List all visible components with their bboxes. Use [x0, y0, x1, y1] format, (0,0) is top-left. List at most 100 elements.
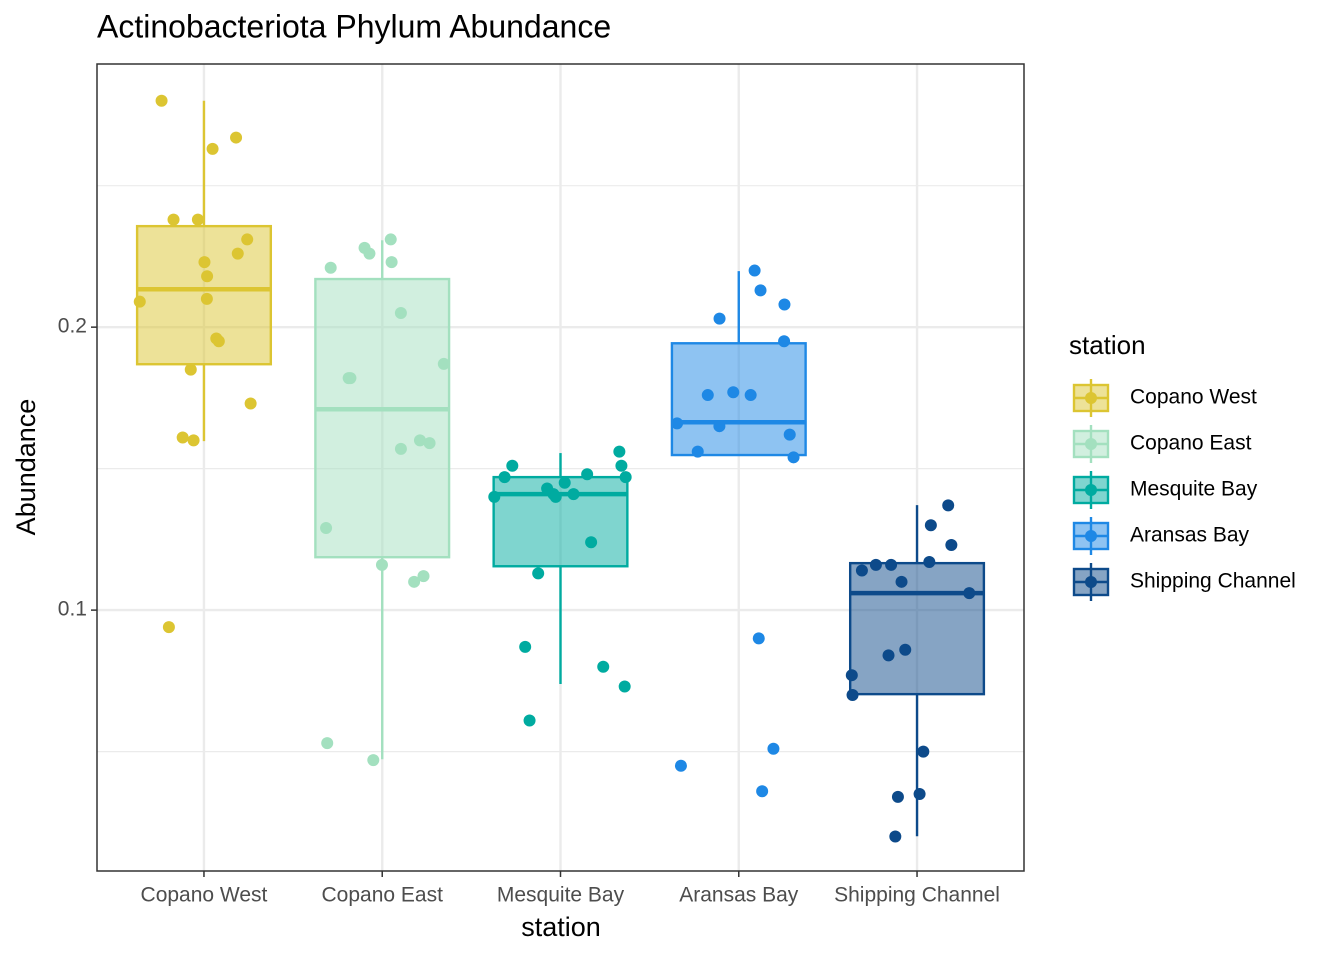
point	[701, 389, 714, 402]
point	[176, 431, 189, 444]
point	[945, 539, 958, 552]
point	[506, 459, 519, 472]
point	[498, 471, 511, 484]
point	[198, 256, 211, 269]
point	[549, 490, 562, 503]
point	[423, 437, 436, 450]
legend-key-point	[1085, 438, 1097, 450]
point	[375, 558, 388, 571]
y-tick-label: 0.1	[58, 598, 87, 621]
x-tick-label: Copano West	[141, 884, 268, 907]
box	[492, 475, 629, 568]
point	[713, 420, 726, 433]
point	[613, 445, 626, 458]
point	[230, 131, 243, 144]
legend-label: Aransas Bay	[1130, 524, 1250, 547]
chart-title: Actinobacteriota Phylum Abundance	[97, 8, 611, 44]
point	[691, 445, 704, 458]
point	[713, 312, 726, 325]
point	[200, 292, 213, 305]
legend-label: Copano East	[1130, 432, 1252, 455]
legend-label: Shipping Channel	[1130, 570, 1296, 593]
point	[767, 742, 780, 755]
point	[585, 536, 598, 549]
x-tick-label: Copano East	[322, 884, 444, 907]
point	[241, 233, 254, 246]
panel-border	[96, 63, 1025, 872]
legend-label: Mesquite Bay	[1130, 478, 1258, 501]
point	[417, 570, 430, 583]
point	[748, 264, 761, 277]
point	[923, 556, 936, 569]
point	[187, 434, 200, 447]
legend-key-point	[1085, 484, 1097, 496]
legend-key-point	[1085, 576, 1097, 588]
point	[155, 94, 168, 107]
point	[778, 335, 791, 348]
point	[899, 643, 912, 656]
point	[783, 428, 796, 441]
box	[848, 561, 986, 696]
point	[756, 785, 769, 798]
point	[752, 632, 765, 645]
point	[523, 714, 536, 727]
x-axis-label: station	[521, 912, 601, 942]
point	[558, 476, 571, 489]
point	[488, 490, 501, 503]
x-tick-label: Mesquite Bay	[497, 884, 625, 907]
point	[567, 488, 580, 501]
point	[320, 522, 333, 535]
point	[869, 558, 882, 571]
point	[619, 471, 632, 484]
point	[384, 233, 397, 246]
point	[413, 434, 426, 447]
point	[744, 389, 757, 402]
legend-key-point	[1085, 392, 1097, 404]
point	[882, 649, 895, 662]
y-axis-label: Abundance	[11, 399, 41, 536]
point	[167, 213, 180, 226]
y-tick-label: 0.2	[58, 315, 87, 338]
point	[889, 830, 902, 843]
point	[385, 256, 398, 269]
legend-label: Copano West	[1130, 386, 1257, 409]
point	[727, 386, 740, 399]
point	[845, 669, 858, 682]
point	[885, 558, 898, 571]
point	[891, 790, 904, 803]
point	[913, 788, 926, 801]
point	[963, 587, 976, 600]
point	[519, 640, 532, 653]
point	[942, 499, 955, 512]
point	[671, 417, 684, 430]
point	[917, 745, 930, 758]
point	[581, 468, 594, 481]
legend-key-point	[1085, 530, 1097, 542]
point	[532, 567, 545, 580]
point	[787, 451, 800, 464]
point	[212, 335, 225, 348]
point	[846, 688, 859, 701]
point	[133, 295, 146, 308]
point	[324, 261, 337, 274]
point	[191, 213, 204, 226]
point	[597, 660, 610, 673]
point	[321, 737, 334, 750]
point	[778, 298, 791, 311]
point	[244, 397, 257, 410]
point	[674, 759, 687, 772]
point	[184, 363, 197, 376]
box	[670, 342, 807, 457]
point	[394, 442, 407, 455]
point	[924, 519, 937, 532]
point	[895, 575, 908, 588]
point	[615, 459, 628, 472]
point	[437, 357, 450, 370]
point	[394, 307, 407, 320]
point	[754, 284, 767, 297]
point	[162, 621, 175, 634]
point	[206, 142, 219, 155]
legend-title: station	[1069, 330, 1146, 360]
point	[231, 247, 244, 260]
